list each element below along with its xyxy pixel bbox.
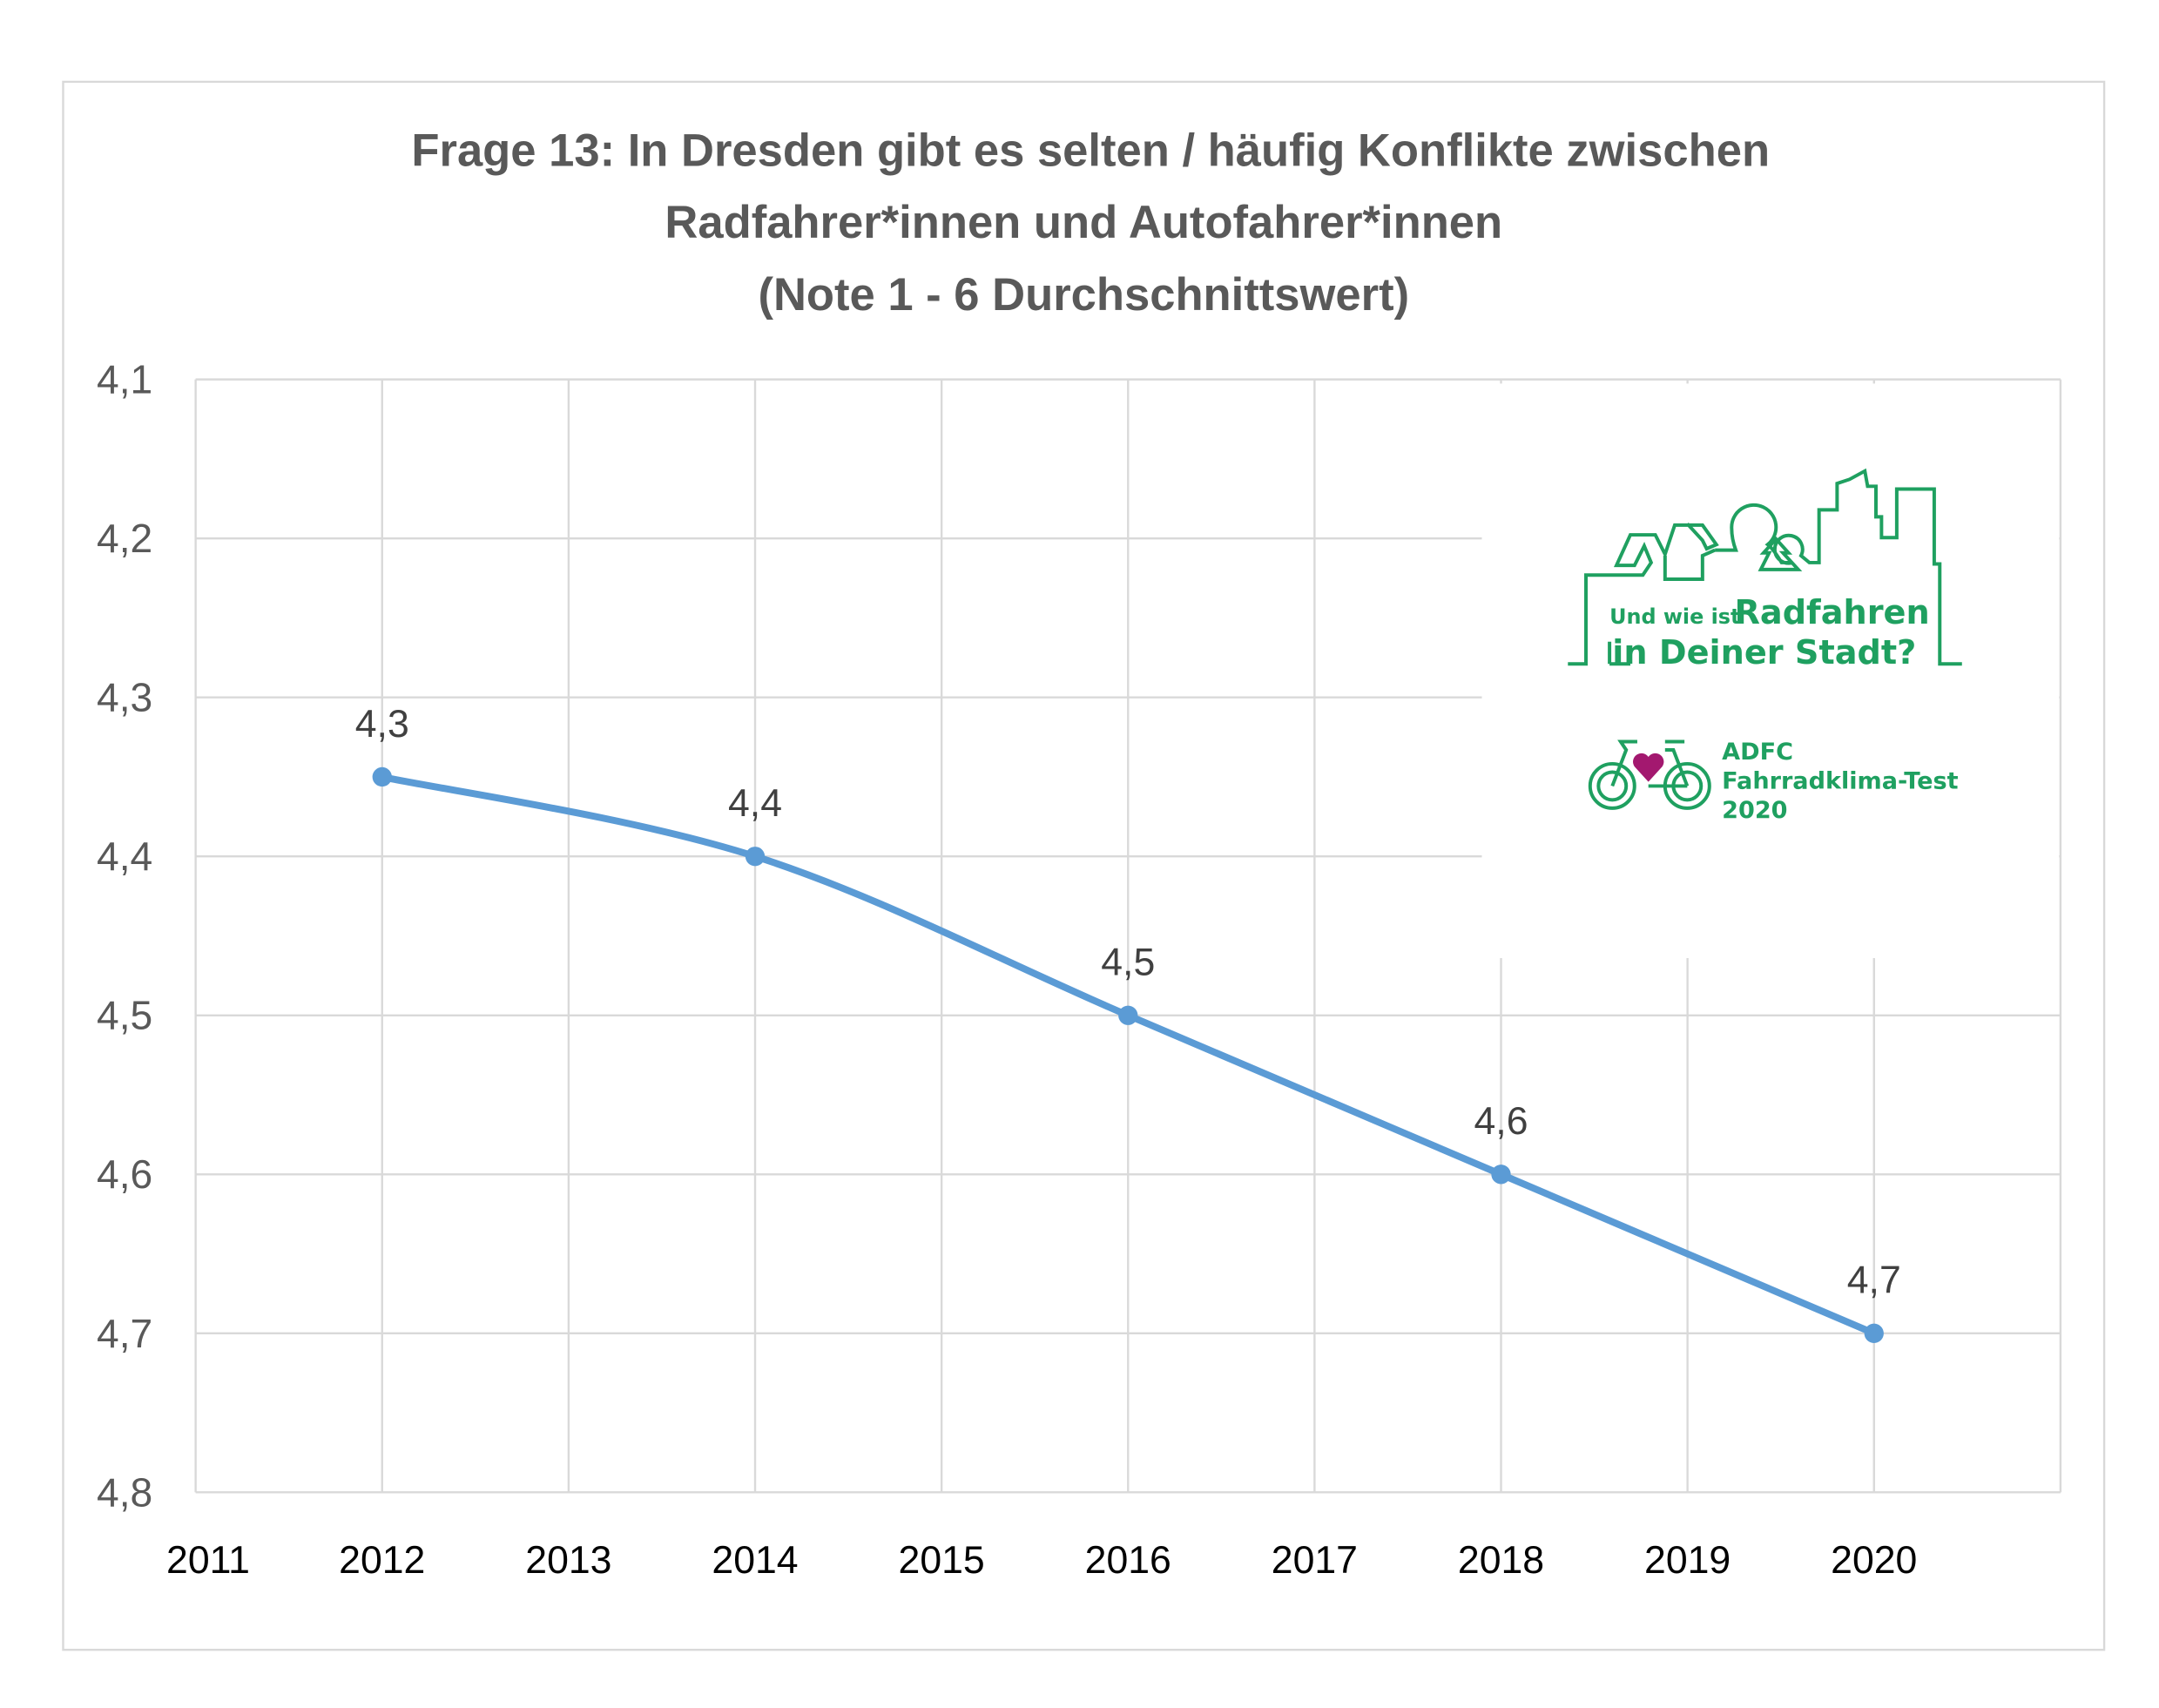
y-axis-ticks: 4,1 4,2 4,3 4,4 4,5 4,6 4,7 4,8 (97, 357, 152, 1516)
data-label: 4,7 (1847, 1259, 1901, 1302)
y-tick-label: 4,8 (97, 1469, 152, 1515)
logo-tagline-line-2: in Deiner Stadt? (1612, 634, 1916, 672)
bicycle-icon (1588, 739, 1711, 810)
logo-brand: ADFC (1722, 739, 1793, 766)
data-point (372, 766, 392, 787)
data-points (372, 766, 1884, 1343)
data-label: 4,3 (355, 703, 409, 746)
x-tick-label: 2019 (1644, 1539, 1731, 1582)
x-tick-label: 2020 (1831, 1539, 1917, 1582)
data-point (1864, 1323, 1884, 1343)
x-tick-label: 2015 (899, 1539, 985, 1582)
logo-tagline-big: Radfahren (1734, 594, 1929, 632)
data-point (1118, 1005, 1138, 1025)
data-point (1491, 1165, 1511, 1185)
chart-title-line-3: (Note 1 - 6 Durchschnittswert) (758, 269, 1409, 321)
adfc-logo: Und wie ist Radfahren in Deiner Stadt? A… (1481, 383, 2060, 958)
chart-title-line-1: Frage 13: In Dresden gibt es selten / hä… (411, 125, 1770, 176)
x-tick-label: 2016 (1085, 1539, 1171, 1582)
x-tick-label: 2011 (166, 1539, 250, 1582)
y-tick-label: 4,2 (97, 516, 152, 561)
x-tick-label: 2017 (1272, 1539, 1358, 1582)
data-label: 4,6 (1474, 1100, 1528, 1143)
x-tick-label: 2012 (339, 1539, 425, 1582)
data-label: 4,5 (1101, 942, 1155, 984)
city-skyline-icon (1568, 468, 1962, 666)
data-labels: 4,3 4,4 4,5 4,6 4,7 (355, 703, 1901, 1302)
y-tick-label: 4,3 (97, 675, 152, 720)
y-tick-label: 4,7 (97, 1311, 152, 1356)
tree-icon (1758, 536, 1803, 571)
logo-year: 2020 (1722, 797, 1787, 824)
x-tick-label: 2018 (1458, 1539, 1544, 1582)
logo-test-name: Fahrradklima-Test (1722, 768, 1958, 795)
data-label: 4,4 (728, 782, 782, 825)
y-tick-label: 4,5 (97, 993, 152, 1038)
x-axis-ticks: 2011 2012 2013 2014 2015 2016 2017 2018 2019 2020 (166, 1539, 1917, 1582)
y-tick-label: 4,4 (97, 834, 152, 879)
data-point (745, 847, 766, 867)
x-tick-label: 2013 (525, 1539, 611, 1582)
x-tick-label: 2014 (712, 1539, 798, 1582)
y-tick-label: 4,6 (97, 1151, 152, 1197)
heart-icon (1633, 753, 1664, 782)
chart-title-line-2: Radfahrer*innen und Autofahrer*innen (665, 197, 1502, 248)
y-tick-label: 4,1 (97, 357, 152, 402)
logo-tagline-small: Und wie ist (1609, 604, 1740, 629)
